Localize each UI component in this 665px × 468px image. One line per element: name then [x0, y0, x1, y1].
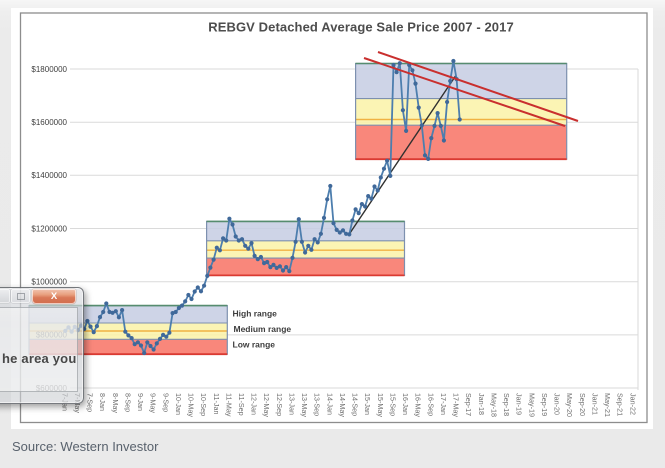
svg-text:12-Jan: 12-Jan — [250, 393, 259, 415]
svg-text:16-May: 16-May — [414, 393, 423, 417]
svg-text:Sep-21: Sep-21 — [616, 393, 625, 416]
svg-text:15-Sep: 15-Sep — [389, 393, 398, 416]
svg-text:High range: High range — [233, 309, 278, 319]
svg-text:8-Sep: 8-Sep — [123, 393, 132, 412]
svg-text:Jan-22: Jan-22 — [628, 393, 637, 415]
svg-text:14-Sep: 14-Sep — [351, 393, 360, 416]
svg-text:Sep-19: Sep-19 — [540, 393, 549, 416]
svg-text:May-19: May-19 — [527, 393, 536, 417]
svg-text:14-Jan: 14-Jan — [325, 393, 334, 415]
svg-text:10-Sep: 10-Sep — [199, 393, 208, 416]
svg-text:12-May: 12-May — [262, 393, 271, 417]
svg-text:May-18: May-18 — [489, 393, 498, 417]
svg-text:$1400000: $1400000 — [31, 171, 67, 180]
svg-text:Low range: Low range — [233, 340, 276, 350]
svg-text:11-May: 11-May — [224, 393, 233, 417]
svg-text:May-21: May-21 — [603, 393, 612, 417]
svg-text:15-Jan: 15-Jan — [363, 393, 372, 415]
svg-text:13-Sep: 13-Sep — [313, 393, 322, 416]
svg-text:Medium range: Medium range — [234, 324, 292, 334]
svg-text:$1800000: $1800000 — [31, 65, 67, 74]
svg-text:REBGV Detached Average Sale Pr: REBGV Detached Average Sale Price 2007 -… — [208, 20, 514, 35]
svg-text:15-May: 15-May — [376, 393, 385, 417]
svg-text:Jan-21: Jan-21 — [590, 393, 599, 415]
svg-text:9-May: 9-May — [149, 393, 158, 413]
svg-text:May-20: May-20 — [565, 393, 574, 417]
svg-text:Sep-18: Sep-18 — [502, 393, 511, 416]
svg-text:9-Jan: 9-Jan — [136, 393, 145, 411]
svg-text:$1200000: $1200000 — [31, 224, 67, 233]
svg-text:8-Jan: 8-Jan — [98, 393, 107, 411]
svg-text:Jan-18: Jan-18 — [477, 393, 486, 415]
svg-text:16-Jan: 16-Jan — [401, 393, 410, 415]
svg-text:Sep-20: Sep-20 — [578, 393, 587, 416]
svg-text:12-Sep: 12-Sep — [275, 393, 284, 416]
svg-text:$1000000: $1000000 — [31, 278, 67, 287]
svg-text:17-May: 17-May — [452, 393, 461, 417]
svg-text:Jan-19: Jan-19 — [515, 393, 524, 415]
svg-text:7-Sep: 7-Sep — [86, 393, 95, 412]
svg-text:11-Sep: 11-Sep — [237, 393, 246, 416]
svg-text:14-May: 14-May — [338, 393, 347, 417]
svg-text:11-Jan: 11-Jan — [212, 393, 221, 414]
svg-text:10-Jan: 10-Jan — [174, 393, 183, 415]
svg-text:8-May: 8-May — [111, 393, 120, 413]
svg-text:$1600000: $1600000 — [31, 118, 67, 127]
svg-text:10-May: 10-May — [187, 393, 196, 417]
svg-text:Jan-20: Jan-20 — [553, 393, 562, 415]
svg-text:Sep-17: Sep-17 — [464, 393, 473, 416]
svg-text:16-Sep: 16-Sep — [426, 393, 435, 416]
svg-text:13-Jan: 13-Jan — [288, 393, 297, 415]
svg-text:17-Jan: 17-Jan — [439, 393, 448, 415]
svg-text:13-May: 13-May — [300, 393, 309, 417]
svg-text:9-Sep: 9-Sep — [161, 393, 170, 412]
